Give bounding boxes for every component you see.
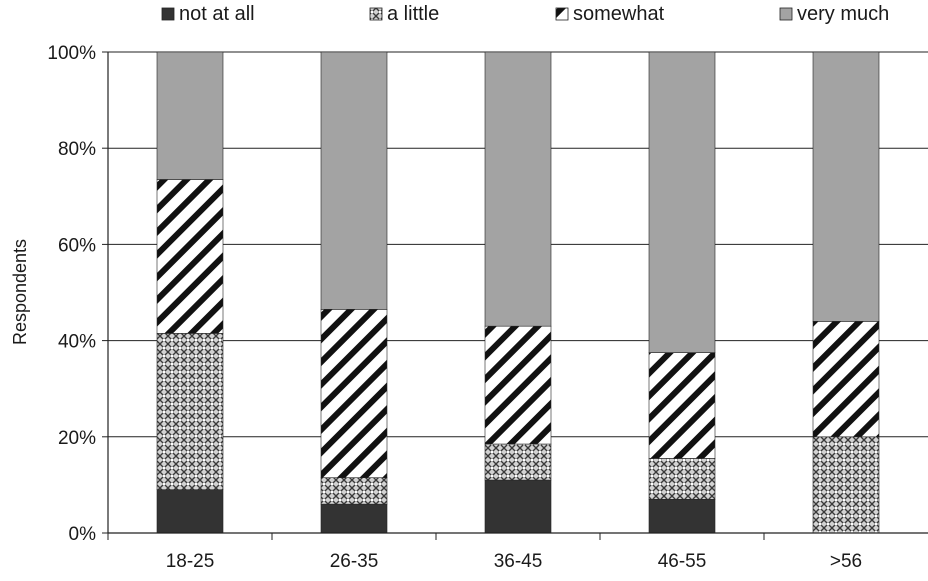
bar-segment	[812, 321, 880, 438]
legend-swatch	[369, 7, 383, 21]
y-tick-label: 100%	[47, 43, 96, 64]
x-tick-label: 26-35	[330, 551, 379, 572]
y-tick-label: 20%	[58, 428, 96, 449]
bar-segment	[484, 443, 552, 481]
axes: 0% 20% 40% 60% 80% 100% 18-25 26-35 36-45 46-55 >5…	[47, 43, 928, 572]
bar-group	[648, 51, 716, 534]
legend-swatch	[779, 7, 793, 21]
bars	[156, 51, 880, 534]
bar-segment	[156, 179, 224, 334]
bar-segment	[320, 503, 388, 534]
bar-group	[484, 51, 552, 534]
bar-group	[156, 51, 224, 534]
bar-segment	[484, 479, 552, 534]
bar-segment	[156, 333, 224, 491]
bar-segment	[648, 352, 716, 459]
legend-item: somewhat	[555, 3, 665, 25]
bar-segment	[156, 489, 224, 534]
y-tick-label: 60%	[58, 235, 96, 256]
x-tick-label: 18-25	[166, 551, 215, 572]
y-tick-label: 0%	[69, 524, 97, 545]
legend-swatch	[161, 7, 175, 21]
bar-segment	[484, 51, 552, 327]
legend-label: not at all	[179, 3, 255, 25]
y-tick-label: 40%	[58, 332, 96, 353]
y-axis-title: Respondents	[10, 239, 30, 345]
bar-segment	[320, 309, 388, 478]
legend: not at all a little somewhat very much	[161, 3, 889, 25]
legend-item: very much	[779, 3, 889, 25]
legend-label: a little	[387, 3, 439, 25]
x-tick-label: 36-45	[494, 551, 543, 572]
bar-group	[320, 51, 388, 534]
bar-segment	[484, 325, 552, 445]
legend-item: not at all	[161, 3, 255, 25]
x-tick-label: >56	[830, 551, 862, 572]
bar-segment	[648, 458, 716, 500]
y-tick-label: 80%	[58, 139, 96, 160]
legend-swatch	[555, 7, 569, 21]
bar-segment	[812, 436, 880, 534]
legend-label: very much	[797, 3, 889, 25]
bar-segment	[812, 51, 880, 322]
bar-segment	[648, 51, 716, 353]
legend-label: somewhat	[573, 3, 665, 25]
bar-segment	[320, 51, 388, 310]
legend-item: a little	[369, 3, 439, 25]
bar-segment	[320, 477, 388, 505]
x-tick-label: 46-55	[658, 551, 707, 572]
bar-group	[812, 51, 880, 534]
bar-segment	[156, 51, 224, 180]
bar-segment	[648, 499, 716, 534]
